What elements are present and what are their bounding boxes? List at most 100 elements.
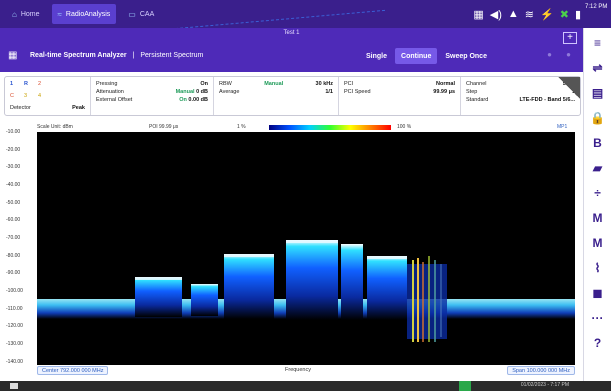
tab-home[interactable]: ⌂ Home [6,4,46,24]
standard-label: Standard [466,97,489,103]
standard-value: LTE-FDD - Band 5/6... [519,97,575,103]
rbw-row: RBW Manual 30 kHz [219,80,333,88]
channel-cell[interactable]: Channel 5220 Step 1 Standard LTE-FDD - B… [461,77,580,115]
pci-cell[interactable]: PCI Normal PCI Speed 99.99 μs [339,77,461,115]
colorbar-low-label: 1 % [237,124,246,130]
add-test-button[interactable]: + [563,32,577,44]
hamburger-menu-icon[interactable]: ≡ [593,36,601,50]
y-tick-label: -90.00 [6,270,21,277]
trace-num: 2 [38,81,42,87]
y-tick-label: -20.00 [6,146,21,153]
channel-label: Channel [466,81,487,87]
y-tick-label: -60.00 [6,217,21,224]
colorbar-high-label: 100 % [397,124,412,130]
folder-icon[interactable]: ▰ [592,161,603,175]
settings-panel: 1 R 2 C 3 4 Detector Peak Pressing On At… [4,76,581,116]
marker-icon[interactable]: M [592,211,603,225]
attenuation-cell[interactable]: Pressing On Attenuation Manual 0 dB Exte… [91,77,214,115]
signal-band [367,256,407,320]
wifi-icon[interactable]: ≋ [524,8,535,21]
pci-speed-row: PCI Speed 99.99 μs [344,88,455,96]
rbw-cell[interactable]: RBW Manual 30 kHz Average 1/1 [214,77,339,115]
detector-value: Peak [72,105,85,111]
title-main: Real-time Spectrum Analyzer [30,52,127,59]
offset-label: External Offset [96,97,133,103]
windows-icon[interactable] [10,383,18,389]
save-icon[interactable]: B [593,136,602,150]
tools-icon[interactable]: ✖ [559,8,569,21]
clock: 7:12 PM [585,4,608,10]
trace-icon[interactable]: ⌇ [594,261,601,275]
upload-icon[interactable]: ▲ [507,8,519,20]
detector-label: Detector [10,105,31,111]
continue-button[interactable]: Continue [395,48,438,64]
test-label: Test 1 [283,30,300,36]
y-tick-label: -120.00 [6,323,23,330]
split-icon[interactable]: ÷ [594,186,601,200]
tab-radioanalysis-label: RadioAnalysis [65,10,111,18]
poi-label: POI 99.99 μs [149,124,179,130]
sweep-once-button[interactable]: Sweep Once [445,52,487,60]
more-icon[interactable]: ··· [591,311,604,325]
pci-row: PCI Normal [344,80,455,88]
grid-icon[interactable]: ▦ [473,8,484,21]
y-tick-label: -110.00 [6,305,23,312]
ref-label[interactable]: MP1 [557,124,568,130]
app-header: Test 1 + ▦ Real-time Spectrum Analyzer |… [0,28,583,72]
y-tick-label: -50.00 [6,199,21,206]
span-button[interactable]: Span 100.000 000 MHz [507,366,575,375]
help-icon[interactable]: ? [593,336,602,350]
offset-value: 0.00 dB [188,97,208,103]
cable-icon: ▭ [128,9,136,19]
radio-icon: ≈ [57,9,62,19]
y-axis-labels: -10.00 -20.00 -30.00 -40.00 -50.00 -60.00 -70.… [4,120,36,365]
camera-icon[interactable]: ◼ [592,286,603,300]
spectrum-display[interactable] [37,132,575,365]
plot-bottom-bar: Center 792.000 000 MHz Frequency Span 10… [37,366,575,376]
span-value: 100.000 000 MHz [526,368,570,374]
signal-band [341,244,363,320]
signal-band [224,254,274,319]
lock-icon[interactable]: 🔒 [590,111,605,125]
pressing-label: Pressing [96,81,118,87]
settings-sliders-icon[interactable]: ⇌ [592,61,603,75]
pci-label: PCI [344,81,354,87]
standard-row: Standard LTE-FDD - Band 5/6... [466,96,575,104]
pci-speed-label: PCI Speed [344,89,371,95]
single-button[interactable]: Single [366,52,388,60]
tab-caa[interactable]: ▭ CAA [122,4,160,24]
rbw-value: 30 kHz [315,81,333,87]
menu-icon[interactable]: ▦ [8,50,18,61]
attenuation-value: 0 dB [196,89,208,95]
marker-table-icon[interactable]: M [592,236,603,250]
battery-icon: ▮ [574,8,581,21]
rbw-mode: Manual [264,81,284,87]
y-tick-label: -80.00 [6,252,21,259]
detector-cell[interactable]: 1 R 2 C 3 4 Detector Peak [5,77,91,115]
trace-num: C [10,93,14,99]
average-row: Average 1/1 [219,88,333,96]
offset-mode: On [179,97,187,103]
taskbar-datetime: 01/02/2023 - 7:17 PM [520,382,569,388]
page-title: Real-time Spectrum Analyzer | Persistent… [30,52,203,59]
center-frequency-button[interactable]: Center 792.000 000 MHz [37,366,109,375]
detector-row: Detector Peak [10,104,85,112]
tab-radioanalysis[interactable]: ≈ RadioAnalysis [51,4,117,24]
header-more-icons[interactable]: ● ● [547,50,577,59]
pressing-row: Pressing On [96,80,208,88]
average-label: Average [219,89,240,95]
center-value: 792.000 000 MHz [60,368,104,374]
trace-num: 3 [24,93,28,99]
average-value: 1/1 [325,89,333,95]
chart-icon[interactable]: ▤ [591,86,604,100]
rbw-label: RBW [219,81,232,87]
pci-speed-value: 99.99 μs [433,89,455,95]
volume-icon[interactable]: ◀) [489,8,502,21]
span-label: Span [512,368,526,374]
power-icon[interactable]: ⚡ [540,8,554,21]
attenuation-mode: Manual [175,89,195,95]
trace-num: 1 [10,81,14,87]
spectrum-plot[interactable]: Scale Unit: dBm POI 99.99 μs 1 % 100 % M… [4,120,581,375]
panel-collapse-icon[interactable] [558,77,580,99]
